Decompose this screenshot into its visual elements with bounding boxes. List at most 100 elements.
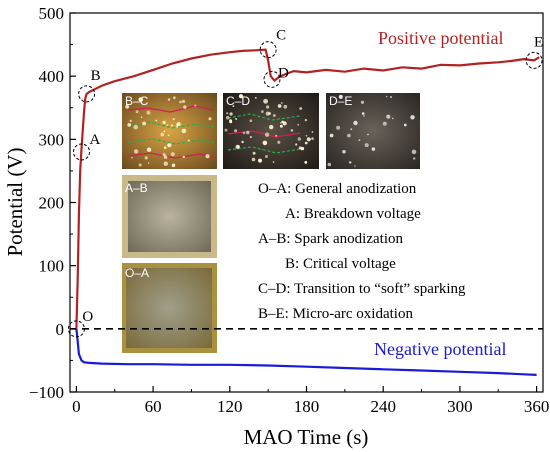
- spark-dot: [411, 149, 417, 155]
- inset-photo-d-e: [326, 93, 420, 169]
- spark-dot: [241, 140, 244, 144]
- spark-dot: [297, 137, 301, 141]
- spark-dot: [138, 163, 142, 167]
- x-tick-label: 60: [145, 397, 162, 416]
- spark-dot: [179, 100, 182, 104]
- spark-dot: [304, 118, 308, 122]
- spark-dot: [265, 155, 268, 158]
- spark-dot: [382, 121, 387, 126]
- spark-dot: [305, 134, 308, 137]
- inset-photo-b-c: [122, 93, 217, 169]
- spark-dot: [280, 102, 283, 104]
- point-label-d: D: [278, 65, 289, 81]
- spark-dot: [264, 132, 270, 137]
- spark-dot: [403, 123, 407, 127]
- spark-dot: [167, 98, 171, 101]
- spark-dot: [163, 130, 166, 133]
- spark-dot: [269, 124, 274, 130]
- x-tick-label: 120: [217, 397, 243, 416]
- x-tick-label: 300: [447, 397, 473, 416]
- stage-annotations: O–A: General anodization A: Breakdown vo…: [258, 181, 466, 322]
- point-marker-a: [73, 143, 91, 161]
- spark-dot: [327, 162, 332, 167]
- spark-dot: [392, 117, 394, 120]
- spark-dot: [249, 119, 253, 122]
- spark-dot: [265, 111, 270, 116]
- spark-dot: [353, 120, 358, 126]
- inset-label-a-b: A–B: [125, 181, 148, 195]
- spark-dot: [266, 105, 270, 109]
- y-tick-label: 0: [56, 320, 65, 339]
- y-tick-label: 300: [39, 130, 65, 149]
- spark-dot: [147, 162, 150, 164]
- spark-dot: [236, 145, 240, 149]
- spark-dot: [229, 119, 233, 122]
- spark-dot: [364, 143, 369, 148]
- spark-dot: [338, 94, 343, 99]
- spark-dot: [410, 115, 415, 120]
- spark-dot: [386, 114, 391, 119]
- spark-dot: [358, 139, 361, 142]
- inset-label-d-e: D–E: [329, 94, 352, 108]
- spark-dot: [279, 124, 283, 128]
- inset-label-o-a: O–A: [125, 266, 149, 280]
- point-label-a: A: [90, 132, 101, 148]
- spark-dot: [146, 110, 151, 115]
- spark-dot: [194, 104, 197, 107]
- spark-dot: [173, 96, 176, 99]
- spark-dot: [246, 130, 250, 135]
- x-tick-label: 360: [524, 397, 550, 416]
- y-axis-ticks: −100 0 100 200 300 400 500: [29, 4, 76, 402]
- spark-dot: [306, 137, 311, 142]
- spark-dot: [299, 107, 303, 110]
- spark-dot: [182, 155, 185, 159]
- spark-dot: [311, 137, 314, 140]
- spark-dot: [350, 128, 353, 131]
- spark-dot: [163, 161, 168, 166]
- spark-dot: [336, 125, 341, 130]
- y-axis-title: Potential (V): [3, 147, 27, 256]
- inset-photo-o-a: [122, 263, 217, 353]
- spark-dot: [354, 165, 356, 167]
- spark-dot: [272, 114, 276, 117]
- spark-dot: [129, 119, 132, 123]
- spark-dot: [281, 120, 285, 124]
- spark-dot: [170, 152, 175, 157]
- spark-dot: [163, 155, 168, 159]
- spark-dot: [166, 124, 169, 126]
- spark-dot: [277, 140, 281, 144]
- spark-dot: [160, 132, 165, 137]
- spark-dot: [258, 158, 262, 163]
- spark-dot: [342, 150, 346, 154]
- spark-dot: [238, 94, 244, 99]
- spark-dot: [277, 104, 282, 108]
- spark-dot: [133, 149, 139, 154]
- spark-dot: [311, 131, 314, 133]
- spark-dot: [413, 157, 416, 160]
- spark-dot: [181, 128, 187, 134]
- inset-label-c-d: C–D: [226, 94, 250, 108]
- spark-dot: [224, 128, 228, 132]
- spark-dot: [295, 143, 298, 146]
- spark-dot: [235, 118, 238, 120]
- spark-dot: [183, 105, 187, 109]
- spark-dot: [155, 119, 158, 122]
- spark-dot: [347, 133, 351, 138]
- spark-dot: [162, 120, 166, 125]
- inset-photo-a-b: [122, 175, 217, 258]
- spark-dot: [300, 146, 305, 151]
- spark-dot: [329, 133, 334, 138]
- x-tick-label: 240: [370, 397, 396, 416]
- inset-label-b-c: B–C: [125, 94, 149, 108]
- y-tick-label: 100: [39, 257, 65, 276]
- spark-dot: [385, 95, 388, 98]
- negative-potential-label: Negative potential: [374, 339, 506, 359]
- spark-dot: [162, 153, 166, 157]
- spark-dot: [167, 134, 170, 137]
- inset-photo-c-d: [223, 93, 319, 169]
- point-label-o: O: [82, 309, 93, 325]
- annotation-b-e: B–E: Micro-arc oxidation: [258, 306, 413, 322]
- spark-dot: [131, 156, 133, 159]
- spark-dot: [280, 122, 282, 124]
